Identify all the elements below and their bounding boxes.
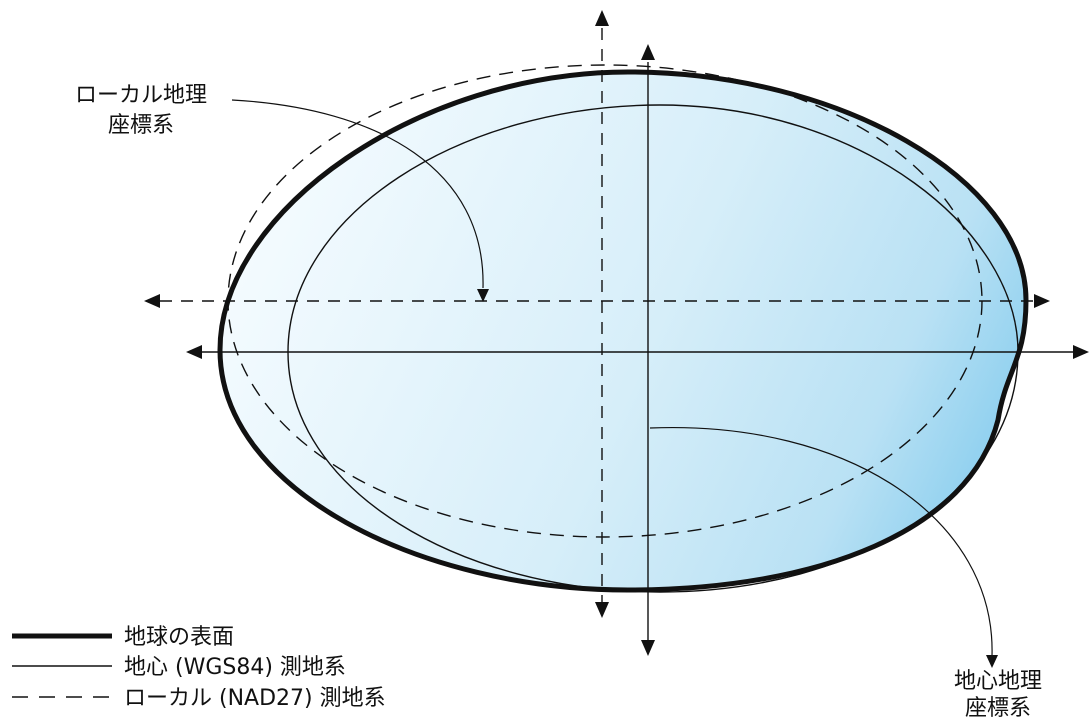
local-axis-arrow-right	[1034, 294, 1050, 308]
geocentric-coord-pointer-arrow	[986, 655, 998, 668]
geocentric-axis-arrow-left	[186, 345, 202, 359]
local-axis-arrow-up	[595, 10, 609, 26]
local-axis-arrow-left	[144, 294, 160, 308]
geocentric-coord-label-line2: 座標系	[965, 696, 1031, 721]
legend: 地球の表面 地心 (WGS84) 測地系 ローカル (NAD27) 測地系	[12, 625, 386, 711]
geocentric-axis-arrow-down	[641, 640, 655, 656]
local-coord-pointer-line	[231, 99, 484, 289]
local-coord-pointer-arrow	[477, 289, 489, 302]
geocentric-coord-pointer-line	[649, 426, 993, 657]
earth-surface-shape	[217, 69, 1029, 593]
legend-label-wgs84: 地心 (WGS84) 測地系	[124, 655, 346, 680]
local-coord-label-line2: 座標系	[108, 113, 174, 138]
geocentric-axis-arrow-up	[641, 44, 655, 60]
geocentric-axis-arrow-right	[1073, 345, 1089, 359]
legend-label-earth-surface: 地球の表面	[124, 625, 234, 650]
legend-label-nad27: ローカル (NAD27) 測地系	[124, 686, 386, 711]
geocentric-coord-label-line1: 地心地理	[954, 669, 1042, 694]
local-axis-arrow-down	[595, 602, 609, 618]
local-coord-label-line1: ローカル地理	[75, 83, 207, 108]
